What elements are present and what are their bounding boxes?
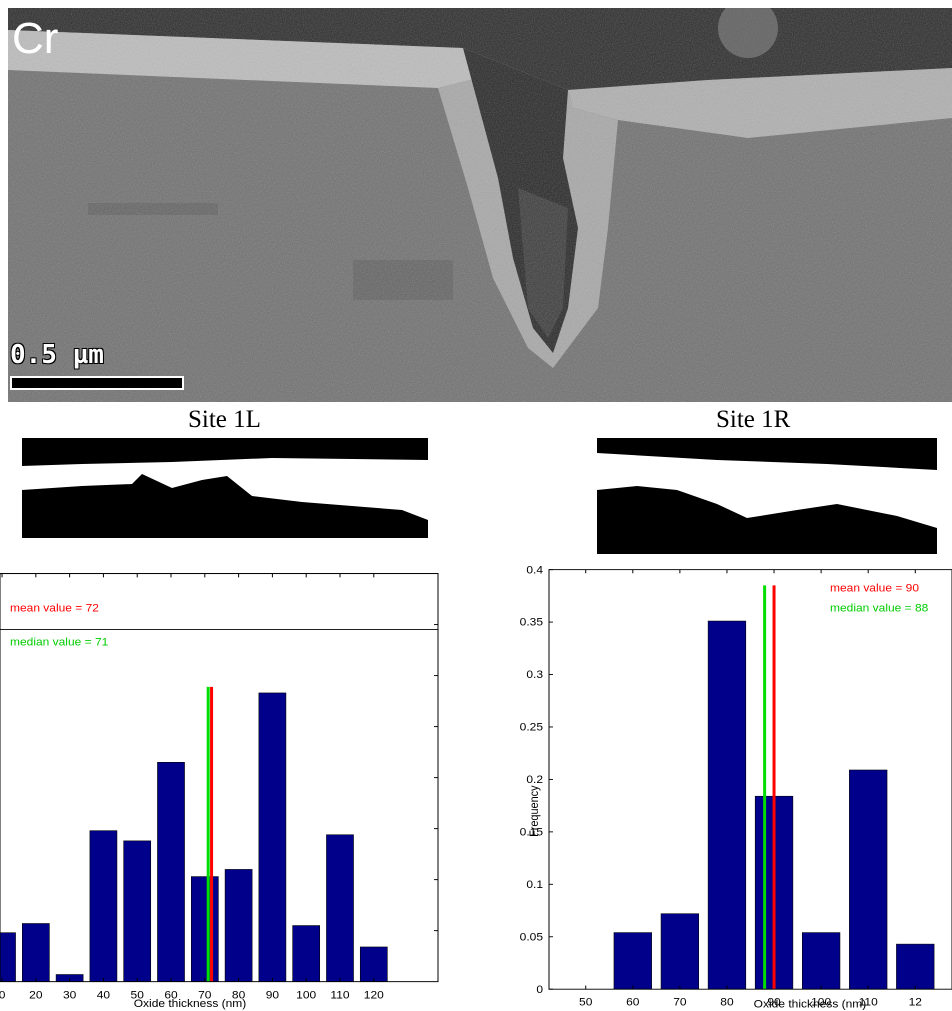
x-tick-label: 90 [767, 997, 780, 1008]
median-annotation: median value = 88 [830, 603, 928, 614]
mean-annotation: mean value = 72 [10, 602, 99, 615]
site-right-title: Site 1R [716, 406, 791, 433]
site-left-title: Site 1L [188, 406, 261, 433]
scale-bar-label: 0.5 µm [10, 340, 104, 370]
bar [224, 869, 253, 982]
y-tick-label: 0.3 [526, 670, 543, 681]
bar [896, 943, 935, 990]
site-left-binary-image [22, 438, 428, 538]
y-tick-label: 0.4 [526, 566, 543, 576]
bar [157, 762, 185, 982]
bar [613, 932, 652, 990]
site-right-histogram: 0 0.05 0.1 0.15 0.2 0.25 0.3 0.35 0.4 50 60 70 80 90… [520, 566, 952, 1010]
x-tick-label: 60 [626, 997, 639, 1008]
x-tick-label: 100 [811, 997, 831, 1008]
scale-bar [10, 376, 184, 390]
x-tick-label: 110 [859, 997, 878, 1008]
y-tick-label: 0.05 [520, 932, 543, 943]
element-label: Cr [12, 14, 59, 63]
x-axis-label: Oxide thickness (nm) [134, 997, 247, 1010]
y-tick-label: 0.25 [520, 722, 543, 733]
x-tick-label: 12 [909, 997, 922, 1008]
x-tick-label: 50 [579, 997, 592, 1008]
micrograph-image [8, 8, 952, 402]
bar [326, 834, 354, 982]
x-tick-label: 80 [720, 997, 733, 1008]
mean-annotation: mean value = 90 [830, 583, 919, 594]
bar [849, 769, 888, 990]
site-right-binary-image [597, 438, 937, 554]
x-tick-label: 20 [29, 989, 43, 1002]
y-tick-label: 0.35 [520, 617, 543, 628]
y-tick-label: 0.15 [520, 827, 543, 838]
x-tick-label: 100 [296, 989, 317, 1002]
site-left-histogram: 0 20 30 40 50 60 70 80 90 100 110 120 mean value = … [0, 573, 439, 1010]
bar [707, 620, 747, 990]
bar [0, 932, 16, 982]
cr-eds-micrograph: Cr 0.5 µm [8, 8, 952, 402]
x-tick-label: 70 [198, 989, 212, 1002]
bar [292, 925, 321, 982]
bar [89, 830, 118, 982]
x-tick-label: 30 [63, 989, 77, 1002]
x-axis-label: Oxide thickness (nm) [754, 999, 867, 1010]
axes-box [0, 573, 439, 983]
y-tick-label: 0.2 [526, 774, 543, 785]
y-tick-label: 0.1 [526, 879, 543, 890]
median-annotation: median value = 71 [10, 636, 108, 649]
y-axis-label: Frequency [529, 785, 542, 837]
bar [190, 876, 219, 982]
x-tick-label: 120 [364, 989, 385, 1002]
x-tick-label: 60 [164, 989, 178, 1002]
x-tick-label: 0 [0, 989, 6, 1002]
bar [258, 692, 287, 982]
axes-box [548, 569, 952, 990]
y-tick-label: 0 [536, 984, 543, 995]
x-tick-label: 80 [232, 989, 246, 1002]
bar [359, 946, 388, 982]
x-tick-label: 70 [673, 997, 686, 1008]
x-tick-label: 40 [97, 989, 111, 1002]
bar [801, 932, 841, 990]
x-tick-label: 50 [131, 989, 145, 1002]
bar [123, 840, 152, 982]
bar [22, 923, 50, 982]
x-tick-label: 110 [330, 989, 350, 1002]
bar [660, 913, 700, 990]
x-tick-label: 90 [266, 989, 280, 1002]
